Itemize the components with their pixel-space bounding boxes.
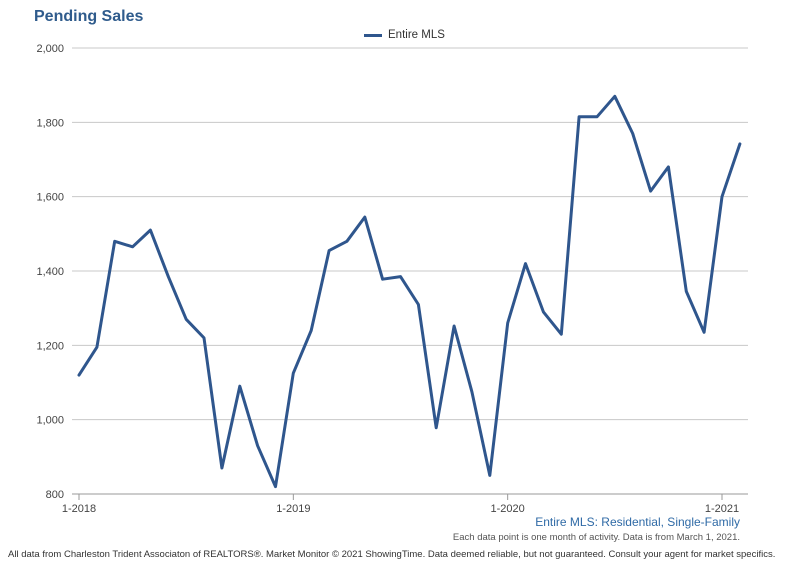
x-tick-label: 1-2019 [276,503,310,515]
footer-disclaimer: All data from Charleston Trident Associa… [8,549,776,560]
y-tick-label: 1,000 [36,415,64,427]
legend-label: Entire MLS [388,29,445,41]
y-tick-label: 1,400 [36,266,64,278]
chart-title: Pending Sales [34,8,144,25]
data-note: Each data point is one month of activity… [452,532,740,543]
y-tick-label: 2,000 [36,43,64,55]
series-line-entire-mls [77,94,742,489]
y-tick-label: 1,200 [36,340,64,352]
x-tick-label: 1-2018 [62,503,96,515]
legend: Entire MLS [364,28,445,42]
y-tick-label: 1,800 [36,117,64,129]
y-tick-label: 800 [46,489,64,501]
x-tick-label: 1-2020 [491,503,525,515]
legend-swatch [364,33,382,37]
y-tick-label: 1,600 [36,192,64,204]
x-tick-label: 1-2021 [705,503,739,515]
chart-subtitle: Entire MLS: Residential, Single-Family [535,515,740,529]
